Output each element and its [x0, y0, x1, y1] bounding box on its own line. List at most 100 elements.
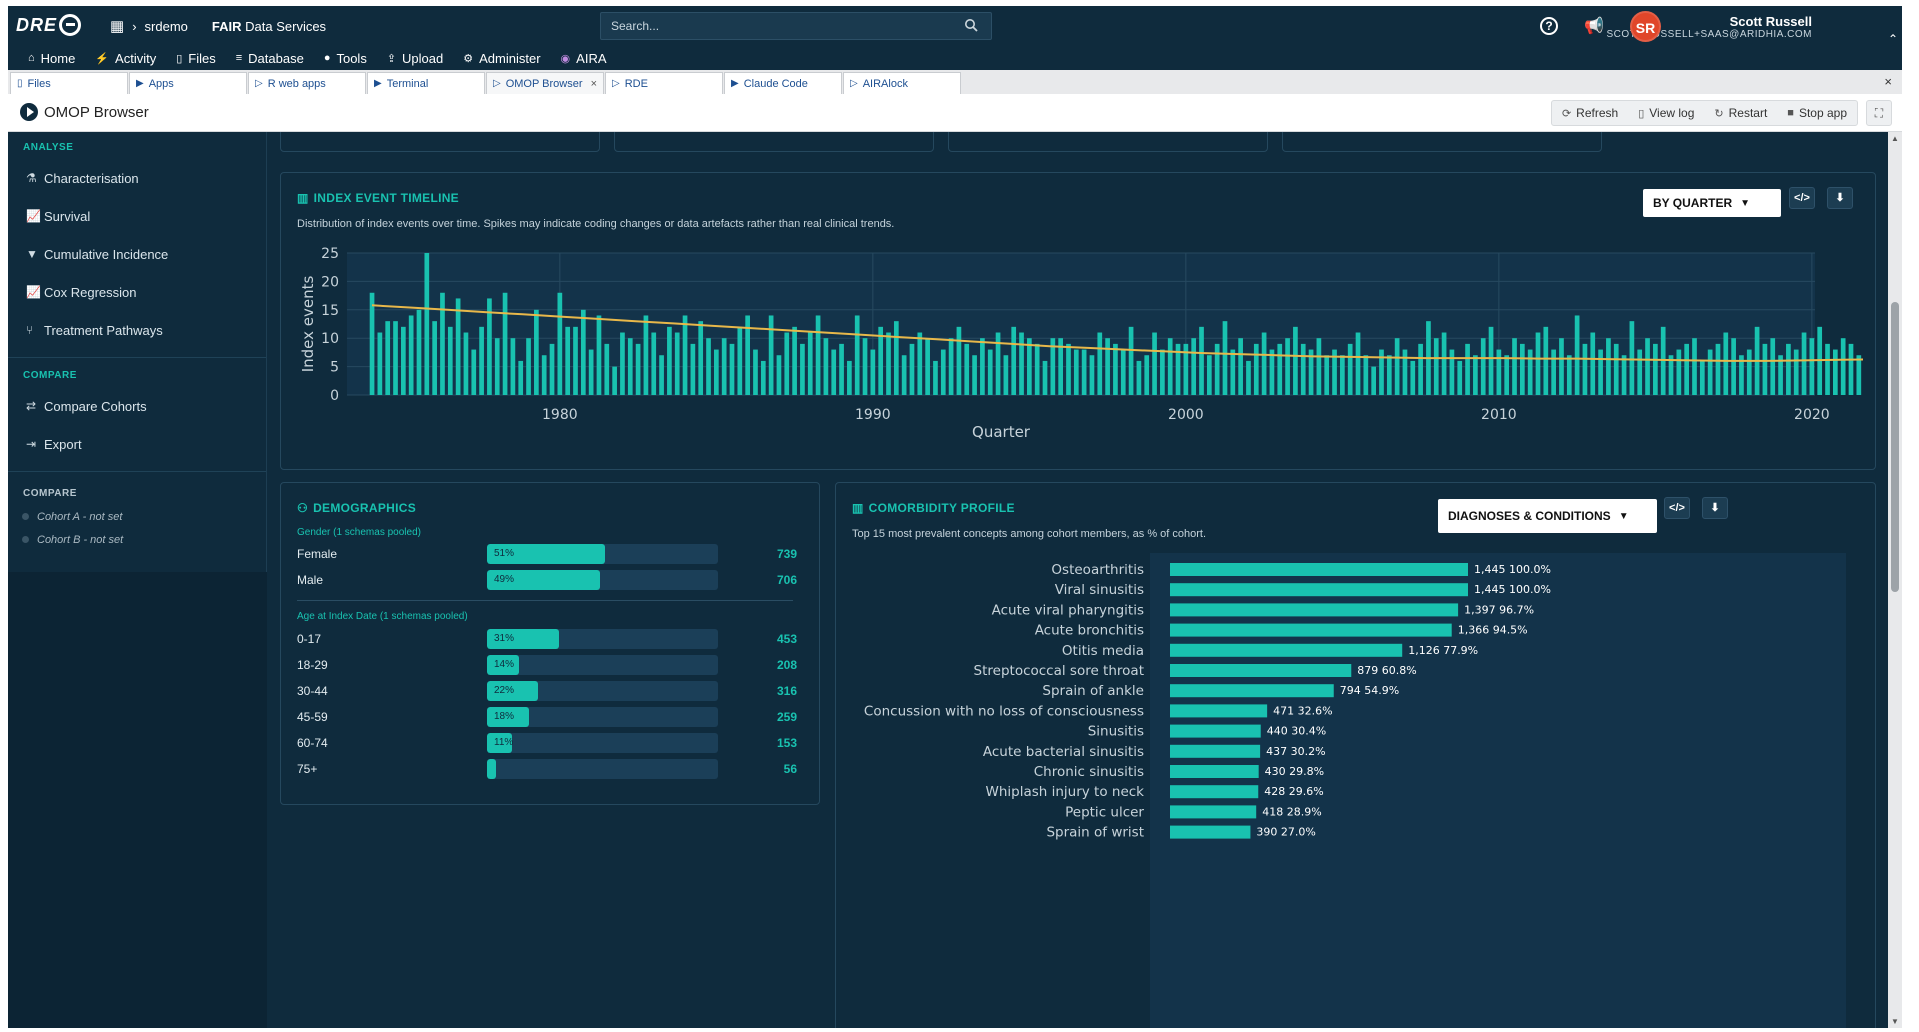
timeline-bar[interactable] — [886, 332, 891, 395]
comorbidity-bar[interactable] — [1170, 643, 1403, 657]
scroll-down-icon[interactable]: ▼ — [1891, 1017, 1899, 1026]
download-button[interactable]: ⬇ — [1827, 187, 1853, 209]
timeline-bar[interactable] — [1386, 355, 1392, 395]
comorbidity-bar[interactable] — [1170, 664, 1352, 677]
grid-icon[interactable]: ▦ — [110, 18, 125, 35]
timeline-bar[interactable] — [408, 315, 414, 395]
timeline-bar[interactable] — [1222, 321, 1228, 395]
tab-omop-browser[interactable]: ▷ OMOP Browser × — [486, 72, 604, 94]
timeline-bar[interactable] — [1840, 338, 1846, 395]
timeline-bar[interactable] — [1073, 349, 1079, 395]
timeline-bar[interactable] — [901, 355, 907, 395]
scrollbar-thumb[interactable] — [1891, 302, 1899, 592]
timeline-bar[interactable] — [1324, 355, 1330, 395]
timeline-bar[interactable] — [432, 321, 437, 395]
timeline-bar[interactable] — [1034, 343, 1040, 395]
timeline-bar[interactable] — [1206, 355, 1212, 395]
timeline-bar[interactable] — [1668, 355, 1674, 395]
tab-r-web-apps[interactable]: ▷ R web apps — [248, 72, 366, 94]
comorbidity-bar[interactable] — [1170, 623, 1452, 637]
timeline-bar[interactable] — [1770, 338, 1776, 395]
timeline-bar[interactable] — [1699, 360, 1705, 395]
sidebar-item-export[interactable]: ⇥ Export — [8, 425, 266, 463]
timeline-bar[interactable] — [1496, 349, 1502, 395]
timeline-bar[interactable] — [933, 360, 938, 395]
comorbidity-bar[interactable] — [1170, 825, 1251, 839]
sidebar-item-characterisation[interactable]: ⚗ Characterisation — [8, 159, 266, 197]
comorbidity-bar[interactable] — [1170, 704, 1268, 718]
timeline-bar[interactable] — [1261, 332, 1267, 395]
tab-files[interactable]: ▯ Files — [10, 72, 128, 94]
timeline-bar[interactable] — [479, 326, 484, 395]
timeline-bar[interactable] — [1027, 338, 1032, 395]
timeline-bar[interactable] — [1238, 338, 1243, 395]
timeline-bar[interactable] — [1300, 343, 1306, 395]
timeline-bar[interactable] — [1832, 349, 1838, 395]
timeline-bar[interactable] — [1801, 332, 1807, 395]
timeline-bar[interactable] — [1019, 332, 1024, 395]
timeline-bar[interactable] — [400, 326, 406, 395]
comorbidity-bar[interactable] — [1170, 805, 1257, 819]
timeline-bar[interactable] — [1191, 338, 1197, 395]
timeline-bar[interactable] — [1653, 343, 1658, 395]
cohort-b-slot[interactable]: Cohort B - not set — [8, 528, 266, 551]
timeline-bar[interactable] — [854, 315, 860, 395]
timeline-bar[interactable] — [776, 355, 782, 395]
nav-activity[interactable]: ⚡ Activity — [85, 51, 166, 66]
tab-airalock[interactable]: ▷ AIRAlock — [843, 72, 961, 94]
timeline-bar[interactable] — [1457, 360, 1463, 395]
timeline-bar[interactable] — [760, 360, 766, 395]
timeline-bar[interactable] — [1144, 355, 1150, 395]
timeline-bar[interactable] — [1621, 355, 1627, 395]
vertical-scrollbar[interactable]: ▲ ▼ — [1888, 132, 1902, 1028]
timeline-bar[interactable] — [948, 338, 954, 395]
timeline-bar[interactable] — [1199, 326, 1204, 395]
timeline-bar[interactable] — [1504, 355, 1510, 395]
timeline-bar[interactable] — [1512, 338, 1517, 395]
comorbidity-bar[interactable] — [1170, 684, 1334, 698]
timeline-bar[interactable] — [839, 343, 844, 395]
timeline-bar[interactable] — [815, 315, 821, 395]
nav-tools[interactable]: ● Tools — [314, 51, 377, 66]
timeline-bar[interactable] — [737, 326, 743, 395]
comorbidity-bar[interactable] — [1170, 744, 1261, 758]
timeline-bar[interactable] — [1308, 349, 1314, 395]
sidebar-item-cumulative-incidence[interactable]: ▼ Cumulative Incidence — [8, 235, 266, 273]
timeline-bar[interactable] — [1410, 360, 1416, 395]
timeline-bar[interactable] — [1566, 355, 1572, 395]
download-button[interactable]: ⬇ — [1702, 497, 1728, 519]
timeline-bar[interactable] — [393, 321, 398, 395]
timeline-bar[interactable] — [416, 309, 422, 395]
timeline-bar[interactable] — [1253, 343, 1259, 395]
timeline-bar[interactable] — [1582, 343, 1588, 395]
timeline-bar[interactable] — [1003, 355, 1009, 395]
timeline-bar[interactable] — [1363, 355, 1369, 395]
timeline-bar[interactable] — [369, 292, 375, 395]
timeline-bar[interactable] — [1277, 343, 1283, 395]
timeline-bar[interactable] — [385, 321, 391, 395]
timeline-bar[interactable] — [1418, 343, 1423, 395]
concept-domain-select[interactable]: DIAGNOSES & CONDITIONS ▼ — [1438, 499, 1657, 533]
timeline-bar[interactable] — [1606, 338, 1611, 395]
timeline-bar[interactable] — [768, 315, 774, 395]
dre-logo[interactable]: DRE — [16, 14, 82, 36]
timeline-bar[interactable] — [1128, 326, 1134, 395]
timeline-bar[interactable] — [627, 338, 633, 395]
timeline-bar[interactable] — [1120, 349, 1126, 395]
timeline-bar[interactable] — [1590, 332, 1596, 395]
timeline-bar[interactable] — [1332, 349, 1337, 395]
timeline-bar[interactable] — [1629, 321, 1635, 395]
timeline-bar[interactable] — [604, 343, 610, 395]
timeline-bar[interactable] — [1449, 349, 1455, 395]
timeline-bar[interactable] — [1230, 349, 1236, 395]
timeline-bar[interactable] — [1637, 349, 1643, 395]
search-input[interactable] — [600, 12, 992, 40]
timeline-bar[interactable] — [925, 338, 930, 395]
timeline-bar[interactable] — [1715, 343, 1721, 395]
timeline-bar[interactable] — [721, 338, 727, 395]
timeline-bar[interactable] — [549, 343, 555, 395]
timeline-bar[interactable] — [1692, 338, 1697, 395]
timeline-bar[interactable] — [1136, 360, 1142, 395]
timeline-bar[interactable] — [541, 355, 547, 395]
timeline-bar[interactable] — [1097, 332, 1103, 395]
